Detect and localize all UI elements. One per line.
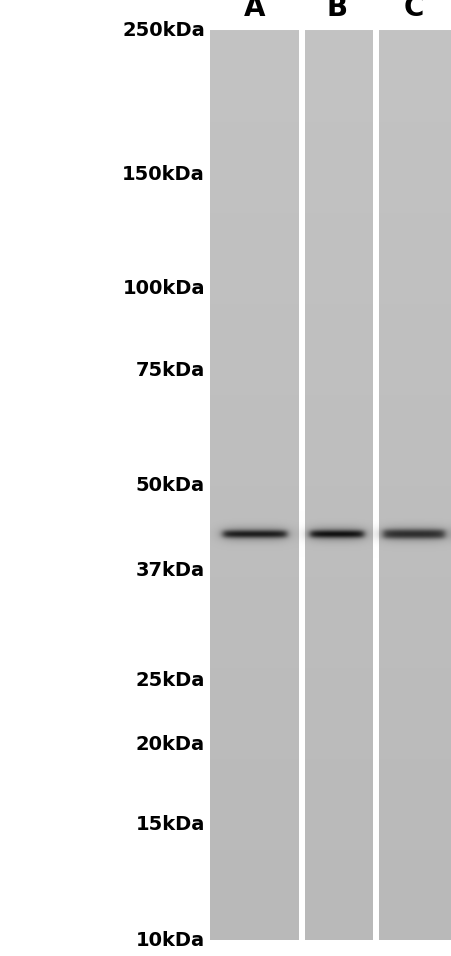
Text: C: C [404, 0, 424, 22]
Text: 15kDa: 15kDa [136, 815, 205, 835]
Text: 75kDa: 75kDa [136, 360, 205, 380]
Text: 50kDa: 50kDa [136, 475, 205, 494]
Text: 20kDa: 20kDa [136, 734, 205, 753]
Text: B: B [327, 0, 348, 22]
Text: 150kDa: 150kDa [122, 164, 205, 184]
Text: 100kDa: 100kDa [123, 279, 205, 298]
Text: 37kDa: 37kDa [136, 560, 205, 579]
Text: 10kDa: 10kDa [136, 930, 205, 949]
Text: 25kDa: 25kDa [136, 670, 205, 689]
Text: A: A [244, 0, 266, 22]
Text: 250kDa: 250kDa [122, 20, 205, 39]
